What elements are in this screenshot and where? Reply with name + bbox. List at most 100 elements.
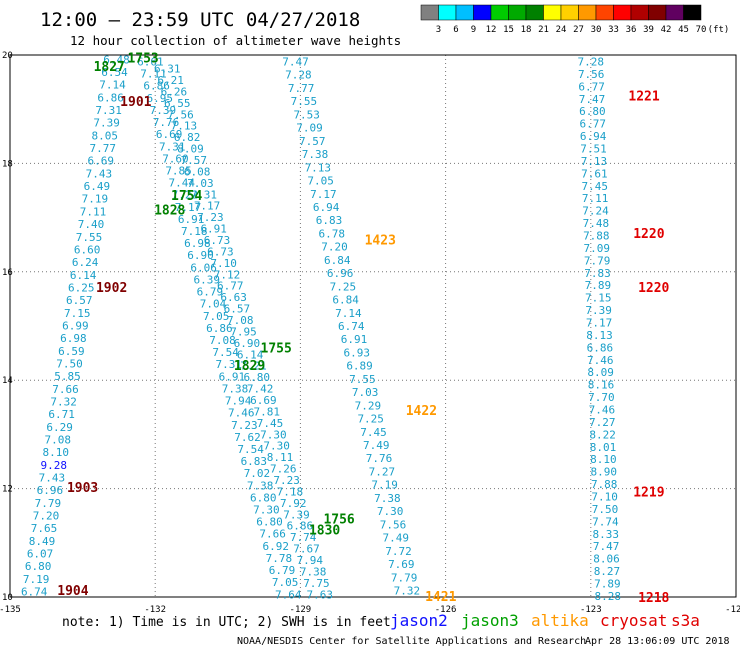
- wave-height-value: 7.69: [388, 558, 415, 571]
- wave-height-value: 7.09: [296, 122, 323, 135]
- colorbar-label: 9: [471, 25, 476, 35]
- wave-height-value: 7.14: [335, 307, 362, 320]
- wave-height-value: 7.11: [582, 192, 609, 205]
- y-tick-label: 12: [2, 485, 13, 495]
- wave-height-value: 7.56: [578, 68, 605, 81]
- wave-height-value: 7.72: [385, 545, 412, 558]
- x-tick-label: -135: [0, 605, 21, 615]
- colorbar-swatch: [578, 4, 597, 21]
- wave-height-value: 7.50: [56, 357, 83, 370]
- wave-height-value: 7.38: [247, 479, 274, 492]
- pass-number-label: 1423: [365, 233, 396, 248]
- colorbar-swatch: [683, 4, 702, 21]
- wave-height-value: 7.30: [263, 440, 290, 453]
- wave-height-value: 7.46: [587, 354, 614, 367]
- pass-number-label: 1756: [323, 512, 354, 527]
- pass-number-label: 1220: [638, 281, 669, 296]
- wave-height-value: 7.24: [582, 205, 609, 218]
- wave-height-value: 7.81: [253, 405, 280, 418]
- colorbar-label: 45: [678, 25, 689, 35]
- wave-height-value: 6.90: [187, 249, 214, 262]
- colorbar-swatch: [630, 4, 649, 21]
- wave-height-value: 6.78: [318, 227, 345, 240]
- colorbar-label: 18: [521, 25, 532, 35]
- wave-height-value: 6.96: [327, 267, 354, 280]
- pass-number-label: 1218: [638, 591, 669, 606]
- x-tick-label: -120: [725, 605, 740, 615]
- wave-height-value: 6.80: [579, 105, 606, 118]
- wave-height-value: 6.99: [62, 319, 89, 332]
- wave-height-value: 8.28: [594, 590, 621, 603]
- wave-height-value: 7.25: [330, 280, 357, 293]
- wave-height-value: 7.26: [270, 463, 297, 476]
- wave-height-value: 6.29: [46, 421, 73, 434]
- wave-height-value: 7.17: [586, 316, 613, 329]
- wave-height-value: 7.11: [140, 68, 167, 81]
- colorbar-label: 27: [573, 25, 584, 35]
- wave-height-value: 7.13: [305, 161, 332, 174]
- wave-height-value: 7.21: [240, 360, 267, 373]
- pass-number-label: 1421: [425, 590, 456, 605]
- y-tick-label: 16: [2, 268, 13, 278]
- wave-height-value: 7.76: [153, 116, 180, 129]
- y-tick-label: 20: [2, 51, 13, 61]
- wave-height-value: 7.75: [303, 577, 330, 590]
- x-tick-label: -129: [290, 605, 312, 615]
- wave-height-value: 7.79: [391, 571, 418, 584]
- wave-height-value: 7.30: [260, 428, 287, 441]
- wave-height-value: 7.39: [93, 117, 120, 130]
- wave-height-value: 6.31: [154, 63, 181, 76]
- pass-number-label: 1754: [171, 189, 202, 204]
- legend-jason2: jason2: [390, 611, 448, 630]
- wave-height-value: 6.80: [244, 371, 271, 384]
- pass-number-label: 1219: [633, 485, 664, 500]
- wave-height-value: 6.98: [184, 237, 211, 250]
- colorbar-swatch: [525, 4, 544, 21]
- chart-subtitle: 12 hour collection of altimeter wave hei…: [70, 33, 401, 48]
- wave-height-value: 7.66: [259, 528, 286, 541]
- wave-height-value: 6.49: [84, 180, 111, 193]
- wave-height-value: 6.94: [313, 201, 340, 214]
- wave-height-value: 7.10: [591, 490, 618, 503]
- wave-height-value: 8.05: [91, 129, 118, 142]
- wave-height-value: 6.91: [178, 213, 205, 226]
- y-tick-label: 18: [2, 159, 13, 169]
- wave-height-value: 7.38: [222, 382, 249, 395]
- wave-height-value: 7.79: [35, 497, 62, 510]
- wave-height-value: 7.60: [162, 152, 189, 165]
- wave-height-value: 6.86: [143, 80, 170, 93]
- wave-height-value: 7.17: [310, 188, 337, 201]
- color-scale-legend: 3 6 9 12 15 18 21 24 27 30 33 36 39 42 45 70 (ft): [420, 4, 730, 35]
- wave-height-value: 7.31: [159, 140, 186, 153]
- wave-height-value: 7.38: [300, 565, 327, 578]
- colorbar-swatch: [473, 4, 492, 21]
- wave-height-value: 7.18: [181, 225, 208, 238]
- wave-height-value: 6.69: [156, 128, 183, 141]
- colorbar-label: 6: [453, 25, 458, 35]
- wave-height-value: 7.62: [234, 431, 261, 444]
- wave-height-value: 6.73: [204, 234, 231, 247]
- colorbar-swatch: [490, 4, 509, 21]
- wave-height-value: 7.04: [200, 298, 227, 311]
- wave-height-value: 8.06: [593, 553, 620, 566]
- footer-credit: NOAA/NESDIS Center for Satellite Applica…: [237, 636, 586, 647]
- wave-height-value: 7.55: [291, 95, 318, 108]
- colorbar-label: (ft): [708, 25, 730, 35]
- wave-height-value: 7.45: [257, 417, 284, 430]
- colorbar-label: 39: [643, 25, 654, 35]
- wave-height-value: 8.10: [42, 446, 69, 459]
- wave-height-value: 7.22: [172, 189, 199, 202]
- wave-height-value: 6.80: [256, 516, 283, 529]
- wave-height-value: 7.55: [349, 373, 376, 386]
- wave-height-value: 6.79: [197, 286, 224, 299]
- plot-grid: [10, 55, 736, 597]
- wave-height-value: 7.47: [593, 540, 620, 553]
- y-tick-label: 10: [2, 593, 13, 603]
- wave-height-value: 7.94: [225, 395, 252, 408]
- colorbar-swatch: [508, 4, 527, 21]
- wave-height-value: 7.32: [50, 395, 77, 408]
- wave-height-value: 7.63: [307, 588, 334, 601]
- wave-height-value: 8.10: [590, 453, 617, 466]
- wave-height-value: 6.61: [137, 56, 164, 69]
